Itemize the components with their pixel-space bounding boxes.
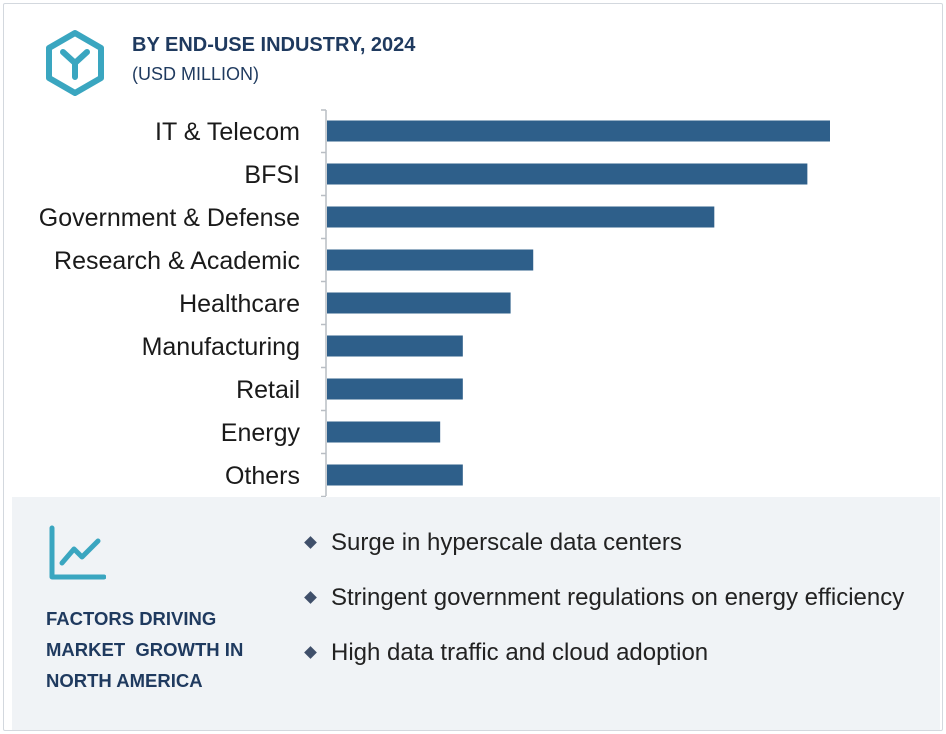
category-label: IT & Telecom bbox=[155, 118, 300, 146]
bar bbox=[327, 464, 463, 486]
bar bbox=[327, 378, 463, 400]
list-item: High data traffic and cloud adoption bbox=[302, 636, 922, 670]
factors-title: FACTORS DRIVING MARKET GROWTH IN NORTH A… bbox=[46, 603, 296, 696]
category-label: BFSI bbox=[244, 161, 300, 189]
factor-text: Surge in hyperscale data centers bbox=[331, 529, 682, 556]
category-label: Manufacturing bbox=[142, 333, 300, 361]
category-label: Healthcare bbox=[179, 290, 300, 318]
list-item: Surge in hyperscale data centers bbox=[302, 526, 922, 560]
bar bbox=[327, 120, 830, 142]
category-label: Government & Defense bbox=[39, 204, 300, 232]
bar bbox=[327, 206, 715, 228]
category-label: Research & Academic bbox=[54, 247, 300, 275]
category-label: Others bbox=[225, 462, 300, 490]
bar bbox=[327, 335, 463, 357]
chart-title: BY END-USE INDUSTRY, 2024 bbox=[132, 34, 416, 56]
chart-subtitle: (USD MILLION) bbox=[132, 64, 260, 84]
list-item: Stringent government regulations on ener… bbox=[302, 581, 922, 615]
report-card: BY END-USE INDUSTRY, 2024 (USD MILLION) … bbox=[3, 3, 943, 731]
diamond-bullet-icon bbox=[304, 646, 317, 659]
factors-list: Surge in hyperscale data centers Stringe… bbox=[302, 526, 922, 691]
factors-title-line: MARKET GROWTH IN bbox=[46, 639, 244, 660]
diamond-bullet-icon bbox=[304, 591, 317, 604]
hexagon-logo-icon bbox=[46, 30, 104, 96]
bar bbox=[327, 292, 511, 314]
factor-text: Stringent government regulations on ener… bbox=[331, 584, 905, 611]
category-label: Energy bbox=[221, 419, 301, 447]
factors-title-line: FACTORS DRIVING bbox=[46, 608, 217, 629]
bar bbox=[327, 249, 534, 271]
bar-chart: IT & Telecom BFSI Government & Defense Rese… bbox=[39, 109, 830, 498]
factor-text: High data traffic and cloud adoption bbox=[331, 639, 709, 666]
factors-title-line: NORTH AMERICA bbox=[46, 670, 203, 691]
trend-line-chart-icon bbox=[49, 525, 106, 580]
diamond-bullet-icon bbox=[304, 536, 317, 549]
bar bbox=[327, 163, 808, 185]
category-label: Retail bbox=[236, 376, 300, 404]
bar bbox=[327, 421, 441, 443]
factors-panel: FACTORS DRIVING MARKET GROWTH IN NORTH A… bbox=[12, 497, 940, 730]
